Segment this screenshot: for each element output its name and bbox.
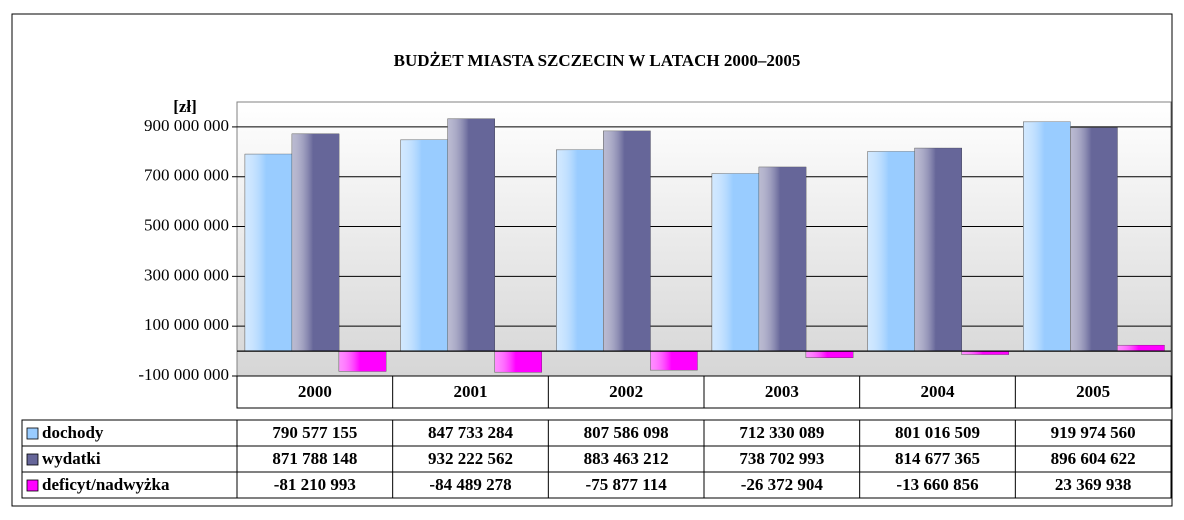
- legend-key: [26, 453, 39, 466]
- bar: [867, 151, 915, 352]
- y-tick-label: 700 000 000: [144, 166, 229, 185]
- table-value: -26 372 904: [741, 475, 824, 494]
- bar: [494, 350, 542, 373]
- bar: [244, 153, 293, 352]
- legend-key: [26, 427, 39, 440]
- x-tick-label: 2004: [921, 382, 956, 401]
- bar: [556, 149, 604, 352]
- bar: [603, 130, 651, 352]
- table-value: -13 660 856: [896, 475, 978, 494]
- table-value: 896 604 622: [1051, 449, 1136, 468]
- legend-label: wydatki: [42, 449, 101, 468]
- table-value: 807 586 098: [584, 423, 669, 442]
- bar: [650, 350, 698, 371]
- table-value: 932 222 562: [428, 449, 513, 468]
- table-value: 790 577 155: [272, 423, 357, 442]
- bar: [338, 350, 387, 372]
- legend-label: dochody: [42, 423, 104, 442]
- table-value: 847 733 284: [428, 423, 514, 442]
- x-tick-label: 2000: [298, 382, 332, 401]
- y-tick-label: -100 000 000: [138, 365, 229, 384]
- legend-label: deficyt/nadwyżka: [42, 475, 170, 494]
- table-value: 801 016 509: [895, 423, 980, 442]
- bar: [1023, 121, 1071, 352]
- table-value: 814 677 365: [895, 449, 980, 468]
- bar: [758, 166, 807, 352]
- table-bg: [21, 419, 1172, 499]
- table-value: 738 702 993: [739, 449, 824, 468]
- y-tick-label: 100 000 000: [144, 315, 229, 334]
- table-value: 919 974 560: [1051, 423, 1136, 442]
- y-tick-label: 300 000 000: [144, 265, 229, 284]
- table-value: 883 463 212: [584, 449, 669, 468]
- table-value: 23 369 938: [1055, 475, 1132, 494]
- x-tick-label: 2001: [454, 382, 488, 401]
- legend-key: [26, 479, 39, 492]
- table-value: -81 210 993: [274, 475, 356, 494]
- bar: [400, 139, 448, 352]
- table-value: -75 877 114: [586, 475, 668, 494]
- chart-title: BUDŻET MIASTA SZCZECIN W LATACH 2000–200…: [394, 51, 801, 70]
- bar: [711, 173, 760, 352]
- bar: [291, 133, 340, 352]
- y-tick-label: 500 000 000: [144, 215, 229, 234]
- table-value: 871 788 148: [272, 449, 357, 468]
- y-axis-label: [zł]: [173, 97, 197, 116]
- bar: [805, 350, 854, 358]
- bar: [1117, 344, 1165, 352]
- x-tick-label: 2005: [1076, 382, 1110, 401]
- table-value: -84 489 278: [429, 475, 511, 494]
- x-tick-label: 2002: [609, 382, 643, 401]
- x-tick-label: 2003: [765, 382, 799, 401]
- plot-area: [236, 101, 1172, 377]
- bar: [447, 118, 495, 352]
- bar: [914, 147, 962, 352]
- table-value: 712 330 089: [739, 423, 824, 442]
- y-tick-label: 900 000 000: [144, 116, 229, 135]
- bar: [1070, 127, 1118, 352]
